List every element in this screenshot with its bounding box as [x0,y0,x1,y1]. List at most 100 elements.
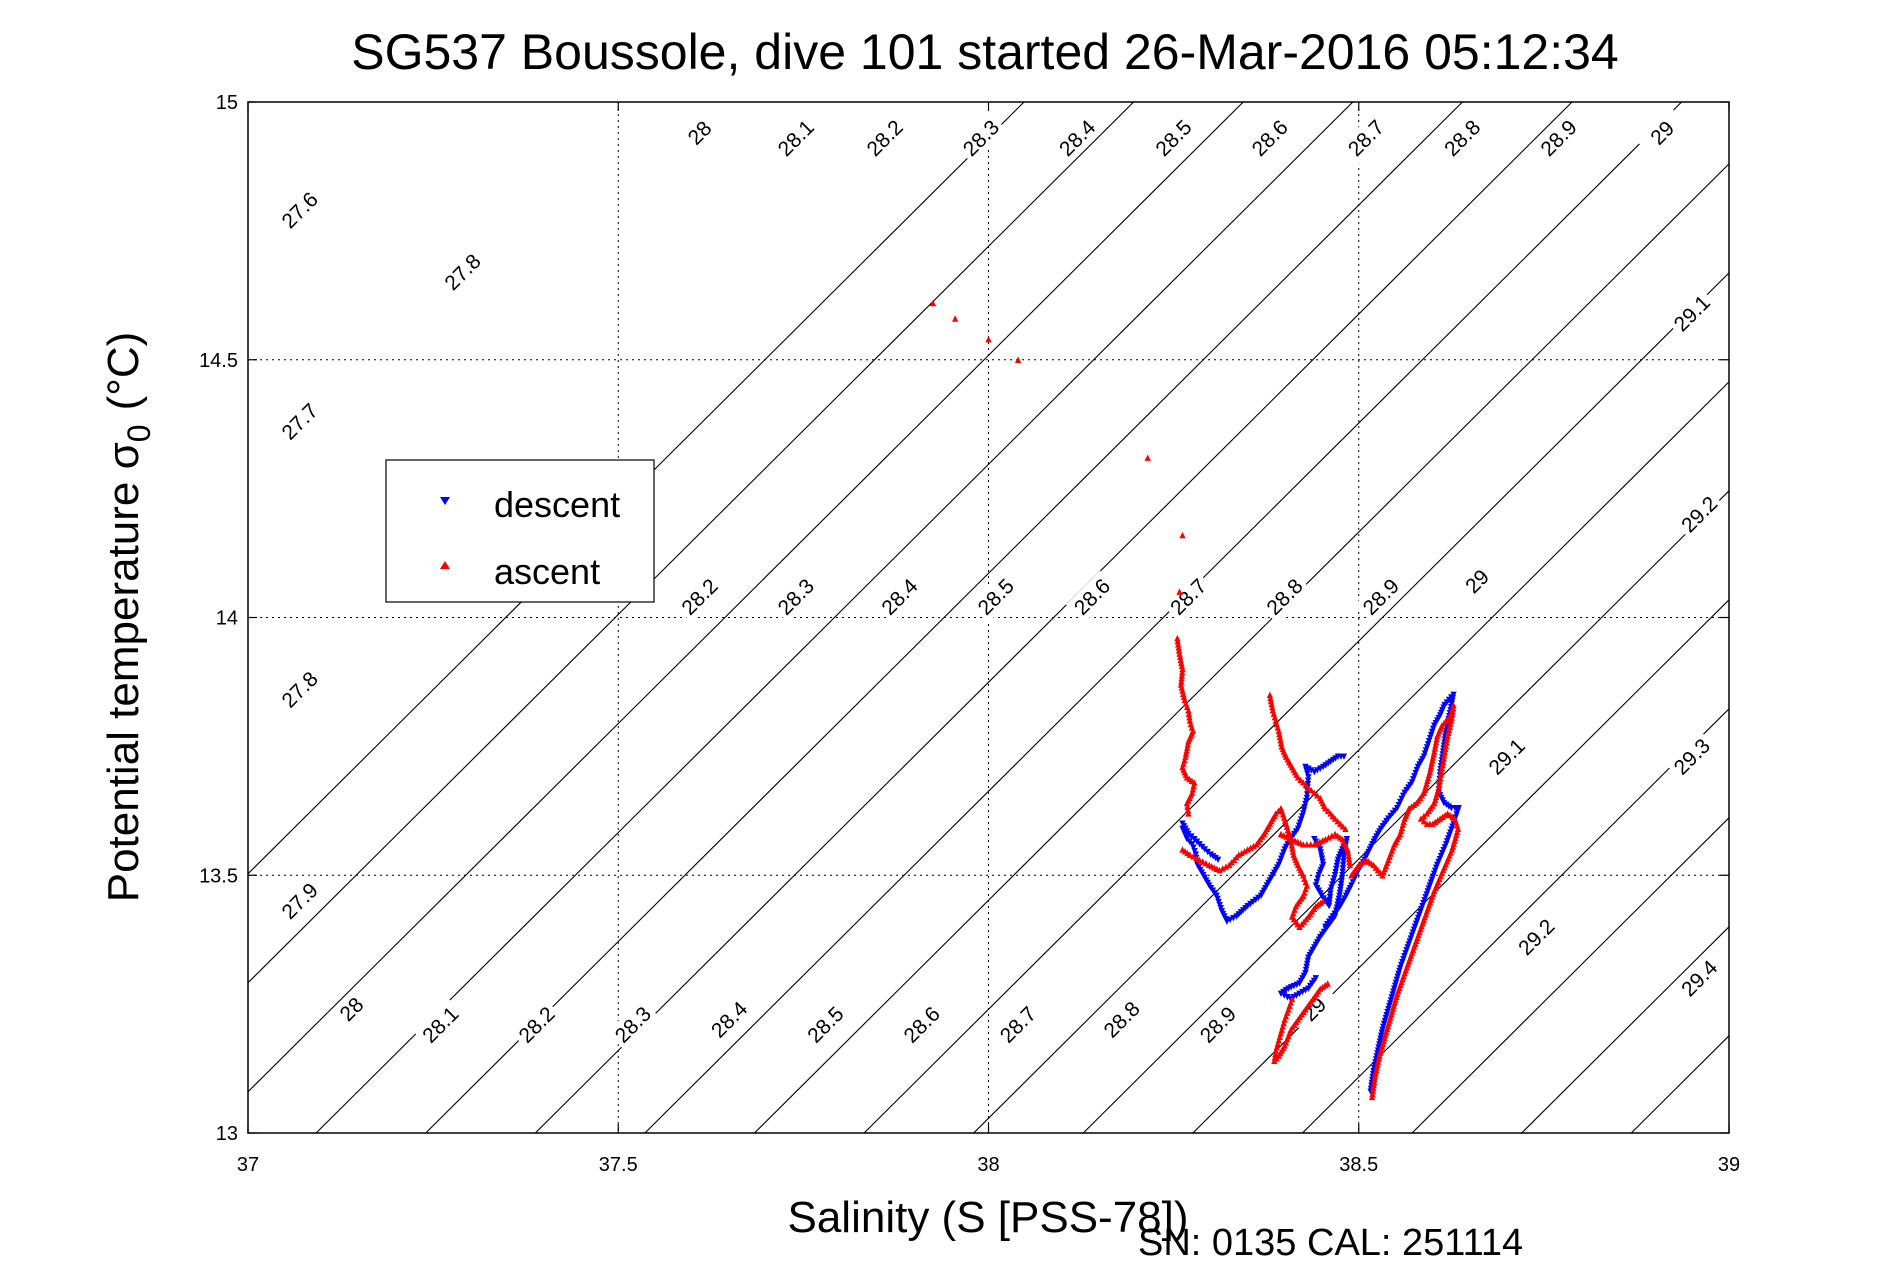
ascent-point [1174,634,1181,642]
ascent-point [1177,681,1185,688]
ascent-point [1312,902,1320,910]
isopycnal-label-bg [325,983,378,1036]
descent-point [1185,830,1192,838]
isopycnal-label-bg [414,998,467,1051]
descent-point [1315,872,1322,879]
ascent-point [1442,742,1450,749]
descent-point [1332,868,1339,876]
x-tick-label: 38.5 [1339,1154,1378,1176]
descent-point [1312,975,1320,982]
ascent-point [1375,1058,1382,1065]
ascent-point [1371,1073,1379,1080]
ascent-point [1190,782,1197,790]
isopycnal-label-bg [606,998,660,1051]
isopycnal-label-bg [1665,287,1719,340]
descent-point [1214,856,1222,863]
ascent-point [1368,1093,1376,1101]
ascent-point [1179,665,1186,673]
isopycnal-line [248,102,1244,1093]
isopycnal-label-bg [1636,106,1689,160]
ascent-point [1222,863,1230,870]
descent-point [1333,865,1340,873]
descent-point [1333,862,1341,870]
x-axis-label: Salinity (S [PSS-78]) [787,1193,1188,1242]
ascent-point [1186,851,1194,858]
data-points [929,299,1462,1101]
isopycnal-label-bg [1243,111,1297,165]
x-tick-label: 39 [1718,1154,1740,1176]
y-tick-label: 14 [216,608,238,630]
isopycnal-line [315,102,1354,1133]
descent-point [1327,890,1334,898]
isopycnal-label-bg [858,111,912,165]
ascent-point [1448,714,1455,721]
descent-point [1326,896,1333,904]
ascent-point [1439,761,1446,769]
y-tick-label: 15 [216,92,238,114]
y-axis-label-main: Potential temperature σ [99,442,148,902]
descent-point [1190,844,1197,851]
isopycnal-label-bg [1665,730,1719,783]
descent-point [1188,841,1196,848]
isopycnal-label-bg [1532,111,1585,165]
y-axis-label: Potential temperature σ0 (°C) [99,332,157,903]
isopycnal-label-bg [1288,983,1341,1036]
ascent-point [1202,860,1210,867]
ascent-point [985,335,992,343]
descent-point [1201,846,1208,853]
isopycnal-label-bg [1480,730,1534,783]
ascent-point [1448,717,1455,724]
isopycnal-label-bg [436,245,489,299]
isopycnal-label-bg [1065,570,1119,624]
ascent-point [1449,708,1456,715]
ascent-point [1441,811,1449,819]
legend-box [385,459,655,603]
isopycnal-label-bg [1436,111,1489,165]
ascent-point [1317,985,1324,992]
descent-point [1230,915,1237,922]
descent-point [1339,861,1347,869]
legend-descent-marker [440,497,450,505]
ascent-point [1410,801,1418,808]
descent-point [1445,803,1453,810]
ascent-point [1193,854,1200,862]
isopycnal-label-bg [1673,952,1726,1005]
ascent-point [1328,832,1336,839]
legend-descent-label: descent [494,484,620,525]
isopycnal-label-bg [1673,488,1726,541]
ascent-point [1358,860,1365,867]
isopycnal-line [248,102,1025,875]
ascent-point [1189,786,1197,793]
ascent-point [1449,711,1456,718]
isopycnal-label-bg [1510,910,1563,964]
ascent-point [1177,656,1184,663]
ascent-point [1369,1090,1376,1098]
isopycnal-label-bg [673,106,726,160]
ascent-point [1186,713,1193,721]
ascent-point [1344,846,1351,853]
descent-point [1280,988,1287,996]
descent-point [1304,777,1312,784]
y-tick-label: 13 [216,1123,238,1145]
isopycnal-label-bg [1258,570,1311,624]
isopycnal-label-bg [769,111,823,165]
ascent-point [1420,817,1428,825]
ascent-point [1441,752,1448,759]
ascent-point [1184,741,1192,748]
descent-point [1339,865,1347,872]
ascent-point [1371,1076,1378,1083]
descent-point [1226,916,1234,924]
ascent-point [1183,799,1191,807]
ascent-point [1445,726,1453,734]
ascent-point [1321,982,1329,989]
isopycnal-label-bg [969,570,1023,624]
ascent-point [1374,1061,1381,1068]
grid-lines [248,102,1729,1133]
ascent-point [1442,745,1449,753]
ascent-point [1216,866,1223,874]
ascent-point [1438,768,1445,775]
ascent-point [1238,849,1245,857]
isopycnal-label-bg [273,395,327,448]
ascent-point [1180,690,1187,697]
x-tick-label: 38 [977,1154,999,1176]
